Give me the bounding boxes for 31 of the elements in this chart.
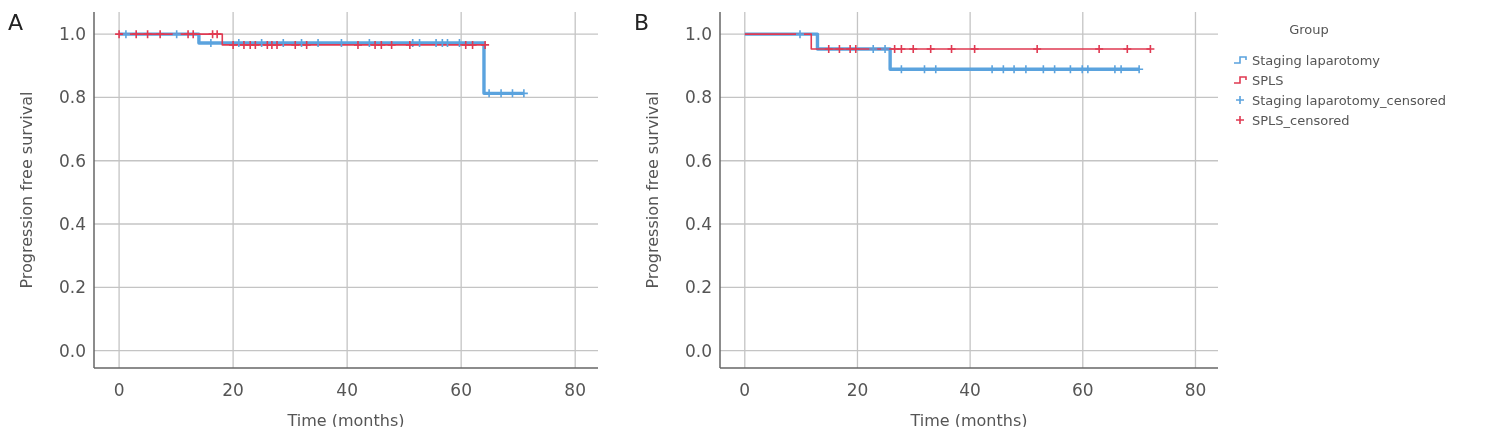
x-tick-label: 40 xyxy=(959,380,981,400)
y-tick-label: 0.2 xyxy=(58,277,86,298)
y-tick-label: 0.0 xyxy=(684,340,712,361)
y-tick-label: 0.0 xyxy=(58,340,86,361)
x-tick-label: 0 xyxy=(739,380,751,400)
y-tick-label: 0.4 xyxy=(684,213,712,234)
x-tick-label: 0 xyxy=(113,380,125,400)
y-axis-title: Progression free survival xyxy=(17,91,36,289)
legend-label: Staging laparotomy_censored xyxy=(1252,92,1446,108)
x-tick-label: 20 xyxy=(222,380,244,400)
x-tick-label: 60 xyxy=(450,380,472,400)
x-tick-label: 60 xyxy=(1071,380,1094,400)
legend-label: SPLS_censored xyxy=(1252,112,1350,128)
y-axis-title: Progression free survival xyxy=(643,91,662,289)
chart-title: B xyxy=(634,10,650,35)
x-tick-label: 80 xyxy=(1184,380,1207,400)
y-tick-label: 0.2 xyxy=(684,277,712,298)
x-tick-label: 40 xyxy=(336,380,358,400)
legend-title: Group xyxy=(1289,22,1329,37)
y-tick-label: 0.6 xyxy=(58,150,86,171)
y-tick-label: 1.0 xyxy=(684,24,712,45)
y-tick-label: 0.6 xyxy=(684,150,712,171)
x-tick-label: 80 xyxy=(564,380,587,400)
legend-label: Staging laparotomy xyxy=(1252,52,1381,68)
legend-label: SPLS xyxy=(1252,72,1284,88)
y-tick-label: 0.8 xyxy=(58,87,86,108)
y-tick-label: 1.0 xyxy=(58,24,86,45)
chart-title: A xyxy=(8,10,24,35)
y-tick-label: 0.4 xyxy=(58,213,86,234)
x-tick-label: 20 xyxy=(846,380,869,400)
y-tick-label: 0.8 xyxy=(684,87,712,108)
